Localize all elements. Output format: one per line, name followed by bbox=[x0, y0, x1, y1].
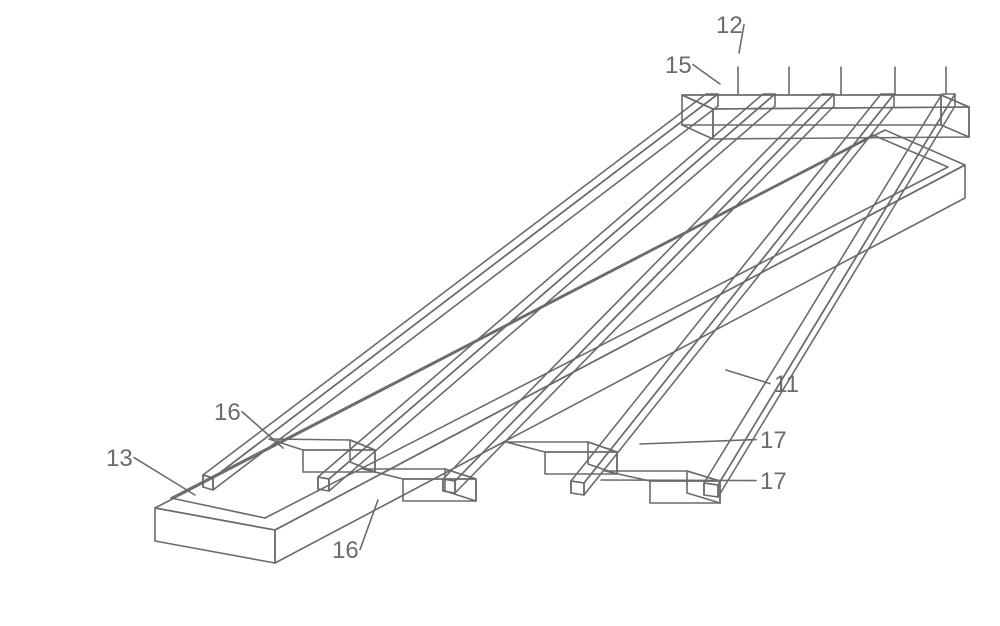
label-17: 17 bbox=[760, 427, 787, 454]
label-16: 16 bbox=[214, 399, 241, 426]
label-17: 17 bbox=[760, 468, 787, 495]
label-11: 11 bbox=[774, 371, 799, 398]
label-16: 16 bbox=[332, 537, 359, 564]
label-15: 15 bbox=[665, 52, 692, 79]
label-13: 13 bbox=[106, 445, 133, 472]
label-12: 12 bbox=[716, 12, 743, 39]
